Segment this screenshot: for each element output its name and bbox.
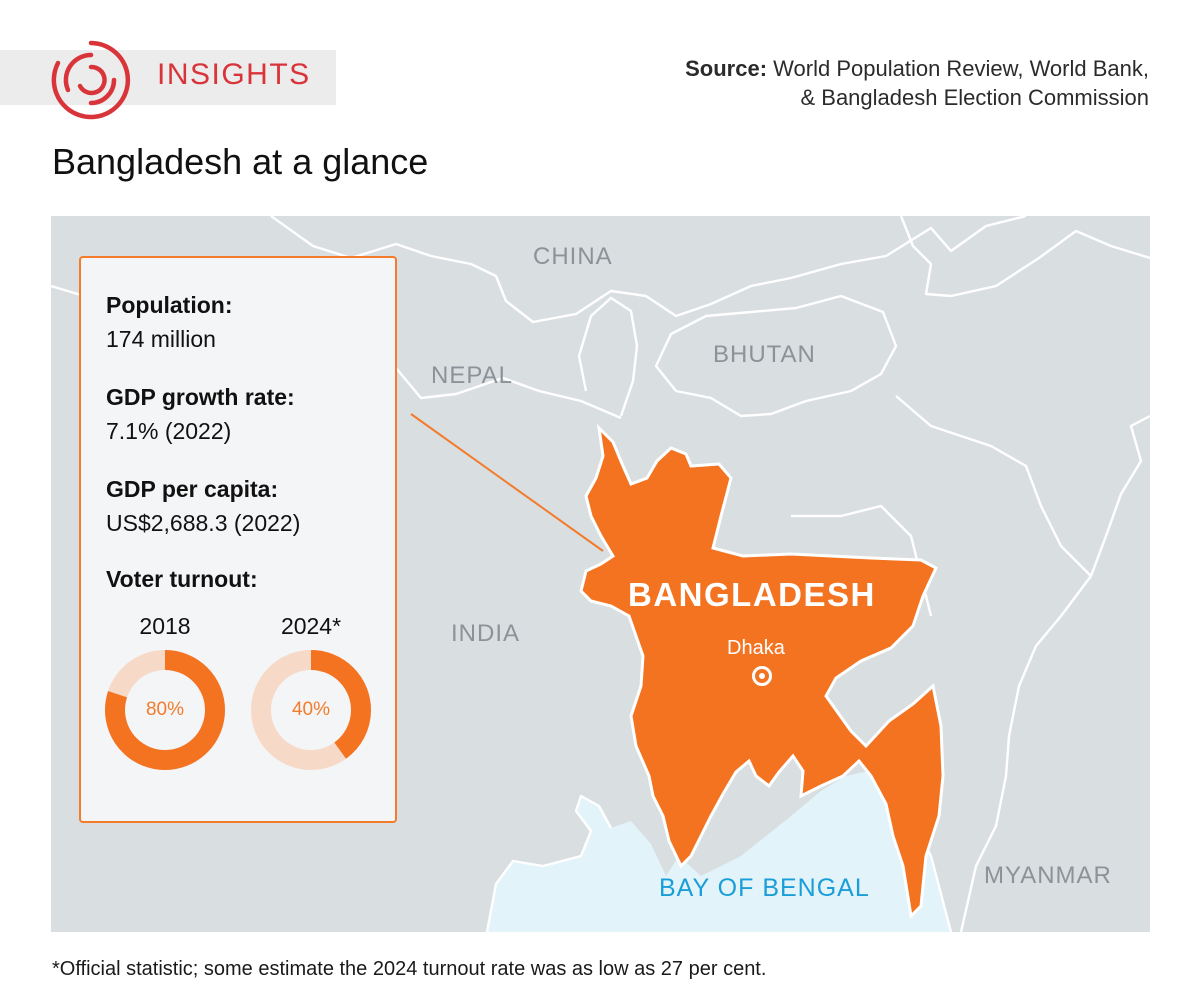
coastline-india (485, 794, 613, 932)
border-india-northeast (895, 395, 1092, 577)
insights-logo-icon (51, 40, 131, 120)
turnout-year-2018: 2018 (139, 613, 191, 639)
fact-gdp-per-capita: GDP per capita: US$2,688.3 (2022) (106, 474, 300, 538)
border-bhutan (654, 294, 898, 418)
borders (51, 216, 1150, 932)
gdp-growth-label: GDP growth rate: (106, 384, 295, 410)
gdp-growth-value: 7.1% (2022) (106, 418, 232, 444)
bay-of-bengal-water (487, 768, 951, 932)
fact-population: Population: 174 million (106, 290, 232, 354)
footnote: *Official statistic; some estimate the 2… (52, 958, 767, 980)
border-myanmar (959, 414, 1150, 932)
source-label: Source: (685, 56, 768, 81)
donut-arc-2024 (251, 650, 371, 770)
label-india: INDIA (451, 620, 521, 647)
gdp-per-capita-value: US$2,688.3 (2022) (106, 510, 301, 536)
label-dhaka: Dhaka (727, 637, 785, 659)
turnout-year-2024: 2024* (280, 613, 342, 639)
capital-marker-icon (752, 666, 772, 686)
turnout-percent-2024: 40% (291, 699, 331, 720)
border-india-east (899, 216, 1150, 298)
turnout-percent-2018: 80% (145, 699, 185, 720)
label-bhutan: BHUTAN (713, 341, 816, 368)
turnout-label: Voter turnout: (106, 566, 258, 592)
leader-line (410, 413, 604, 552)
label-china: CHINA (533, 243, 613, 270)
source-text: World Population Review, World Bank, & B… (773, 56, 1149, 110)
turnout-donut-2018: 80% (105, 650, 225, 770)
border-china-top (270, 216, 1027, 324)
fact-gdp-growth: GDP growth rate: 7.1% (2022) (106, 382, 295, 446)
turnout-donut-2024: 40% (251, 650, 371, 770)
border-sikkim (577, 296, 639, 417)
gdp-per-capita-label: GDP per capita: (106, 476, 279, 502)
label-nepal: NEPAL (431, 362, 513, 389)
label-bangladesh: BANGLADESH (628, 576, 876, 613)
source-note: Source: World Population Review, World B… (669, 54, 1149, 112)
population-label: Population: (106, 292, 233, 318)
donut-arc-2018 (105, 650, 225, 770)
brand-name: INSIGHTS (157, 58, 311, 91)
population-value: 174 million (106, 326, 216, 352)
label-myanmar: MYANMAR (984, 862, 1112, 889)
facts-panel: Population: 174 million GDP growth rate:… (79, 256, 397, 823)
label-bay-of-bengal: BAY OF BENGAL (659, 874, 870, 902)
page-title: Bangladesh at a glance (52, 141, 429, 182)
